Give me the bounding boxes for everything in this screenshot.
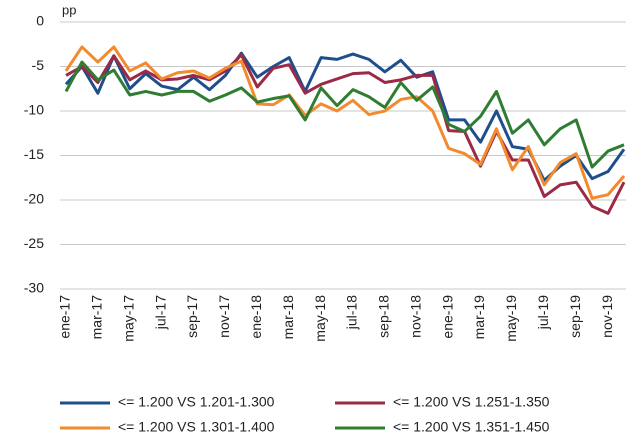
y-tick-label: -15 xyxy=(24,146,44,162)
series-line xyxy=(64,45,626,200)
y-tick-label: -20 xyxy=(24,191,44,207)
x-tick-label: sep-17 xyxy=(184,295,200,338)
legend-label: <= 1.200 VS 1.301-1.400 xyxy=(118,419,275,435)
x-tick-label: ene-18 xyxy=(248,295,264,339)
x-tick-label: sep-19 xyxy=(567,295,583,338)
y-tick-label: -10 xyxy=(24,102,44,118)
x-tick-label: jul-18 xyxy=(344,295,360,330)
y-tick-label: -5 xyxy=(32,57,45,73)
x-tick-label: mar-19 xyxy=(471,295,487,340)
y-tick-label: 0 xyxy=(36,13,44,29)
x-tick-label: mar-17 xyxy=(89,295,105,340)
x-tick-label: ene-19 xyxy=(439,295,455,339)
series-line xyxy=(65,53,626,215)
legend-label: <= 1.200 VS 1.251-1.350 xyxy=(393,394,550,410)
x-tick-label: sep-18 xyxy=(376,295,392,338)
x-tick-label: may-19 xyxy=(503,295,519,342)
series-line xyxy=(64,60,625,169)
unit-label: pp xyxy=(62,2,76,17)
legend-label: <= 1.200 VS 1.351-1.450 xyxy=(393,419,550,435)
x-tick-label: jul-17 xyxy=(152,295,168,330)
x-tick-label: mar-18 xyxy=(280,295,296,340)
x-tick-label: nov-17 xyxy=(216,295,232,338)
y-tick-label: -25 xyxy=(24,235,44,251)
y-tick-label: -30 xyxy=(24,280,44,296)
x-tick-label: jul-19 xyxy=(535,295,551,330)
x-tick-label: may-17 xyxy=(120,295,136,342)
x-tick-label: ene-17 xyxy=(57,295,73,339)
x-tick-label: nov-19 xyxy=(599,295,615,338)
x-tick-label: may-18 xyxy=(312,295,328,342)
x-tick-label: nov-18 xyxy=(407,295,423,338)
legend-label: <= 1.200 VS 1.201-1.300 xyxy=(118,394,275,410)
